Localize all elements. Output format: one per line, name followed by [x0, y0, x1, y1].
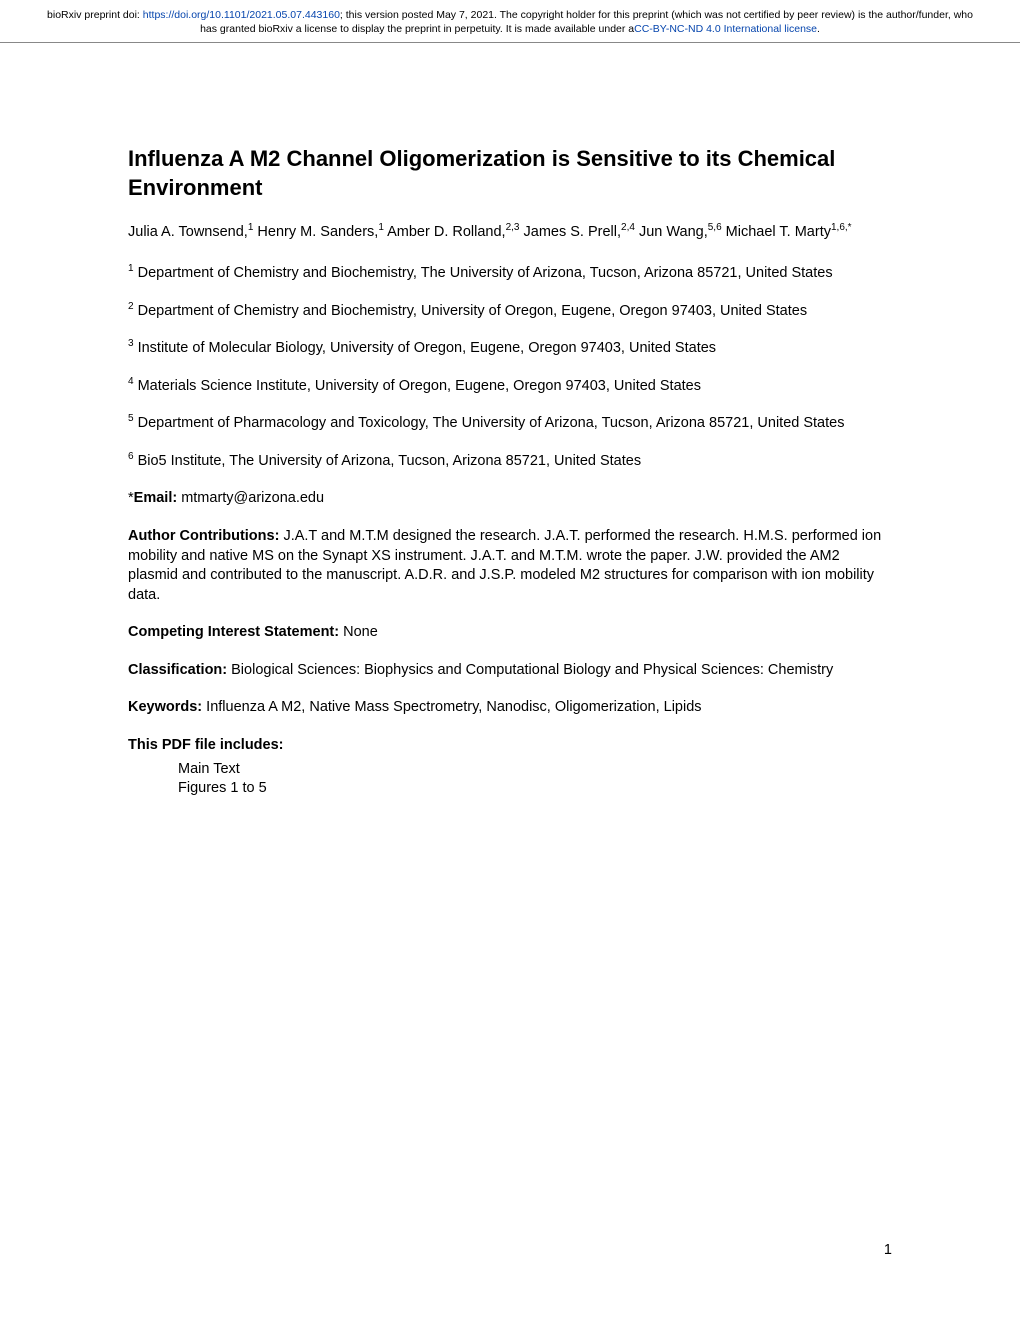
- affiliation: 4 Materials Science Institute, Universit…: [128, 377, 892, 397]
- affiliation: 5 Department of Pharmacology and Toxicol…: [128, 414, 892, 434]
- classification-label: Classification:: [128, 662, 231, 678]
- keywords: Keywords: Influenza A M2, Native Mass Sp…: [128, 698, 892, 718]
- affil-text: Materials Science Institute, University …: [134, 378, 701, 394]
- keywords-label: Keywords:: [128, 699, 206, 715]
- classification: Classification: Biological Sciences: Bio…: [128, 661, 892, 681]
- affil-text: Department of Pharmacology and Toxicolog…: [134, 415, 845, 431]
- paper-title: Influenza A M2 Channel Oligomerization i…: [128, 145, 892, 202]
- banner-prefix: bioRxiv preprint doi:: [47, 9, 143, 21]
- author: Jun Wang,: [635, 224, 708, 240]
- author-sup: 2,4: [621, 222, 635, 233]
- affil-text: Department of Chemistry and Biochemistry…: [134, 265, 833, 281]
- author: Henry M. Sanders,: [253, 224, 378, 240]
- banner-suffix: .: [817, 23, 820, 35]
- includes-list: Main Text Figures 1 to 5: [178, 760, 892, 799]
- pdf-includes: This PDF file includes: Main Text Figure…: [128, 736, 892, 799]
- author-contributions: Author Contributions: J.A.T and M.T.M de…: [128, 527, 892, 605]
- preprint-banner: bioRxiv preprint doi: https://doi.org/10…: [0, 0, 1020, 38]
- affil-text: Department of Chemistry and Biochemistry…: [134, 303, 808, 319]
- author-sup: 5,6: [708, 222, 722, 233]
- affil-text: Institute of Molecular Biology, Universi…: [134, 340, 716, 356]
- corresponding-email: *Email: mtmarty@arizona.edu: [128, 489, 892, 509]
- email-label: *Email:: [128, 490, 181, 506]
- includes-label: This PDF file includes:: [128, 737, 284, 753]
- contrib-label: Author Contributions:: [128, 528, 283, 544]
- classification-text: Biological Sciences: Biophysics and Comp…: [231, 662, 833, 678]
- keywords-text: Influenza A M2, Native Mass Spectrometry…: [206, 699, 701, 715]
- page-number: 1: [884, 1242, 892, 1258]
- doi-link[interactable]: https://doi.org/10.1101/2021.05.07.44316…: [143, 9, 340, 21]
- author: Michael T. Marty: [722, 224, 831, 240]
- author-list: Julia A. Townsend,1 Henry M. Sanders,1 A…: [128, 223, 892, 243]
- author-sup: 1,6,*: [831, 222, 852, 233]
- competing-label: Competing Interest Statement:: [128, 624, 343, 640]
- includes-item: Figures 1 to 5: [178, 779, 892, 799]
- affiliation: 3 Institute of Molecular Biology, Univer…: [128, 339, 892, 359]
- page-content: Influenza A M2 Channel Oligomerization i…: [0, 43, 1020, 798]
- competing-text: None: [343, 624, 378, 640]
- affiliation: 1 Department of Chemistry and Biochemist…: [128, 264, 892, 284]
- affil-text: Bio5 Institute, The University of Arizon…: [134, 453, 642, 469]
- includes-item: Main Text: [178, 760, 892, 780]
- author: Julia A. Townsend,: [128, 224, 248, 240]
- author-sup: 2,3: [506, 222, 520, 233]
- competing-interest: Competing Interest Statement: None: [128, 623, 892, 643]
- author: Amber D. Rolland,: [384, 224, 506, 240]
- affiliation: 6 Bio5 Institute, The University of Ariz…: [128, 452, 892, 472]
- email-value: mtmarty@arizona.edu: [181, 490, 324, 506]
- author: James S. Prell,: [520, 224, 622, 240]
- license-link[interactable]: CC-BY-NC-ND 4.0 International license: [634, 23, 817, 35]
- affiliation: 2 Department of Chemistry and Biochemist…: [128, 302, 892, 322]
